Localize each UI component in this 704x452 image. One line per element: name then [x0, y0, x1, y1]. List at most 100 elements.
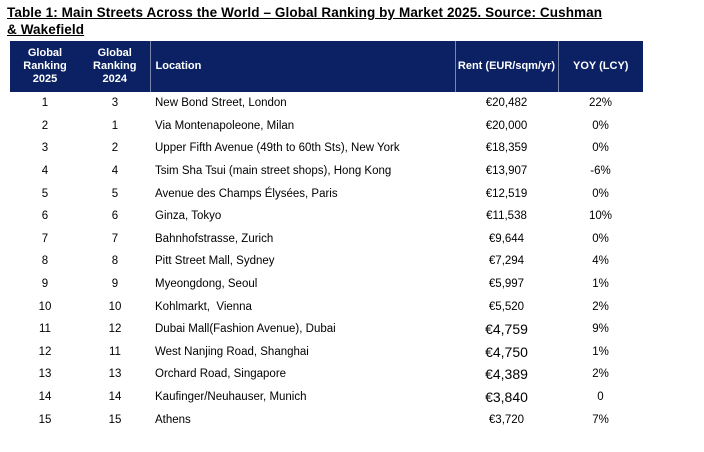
location-cell: New Bond Street, London [155, 97, 287, 110]
location-cell: Avenue des Champs Élysées, Paris [155, 187, 338, 200]
table-row: 15 15 Athens €3,720 7% [10, 408, 643, 431]
col-header-global-ranking-2024: Global Ranking 2024 [80, 41, 150, 92]
yoy-cell: 0% [592, 142, 609, 155]
table-row: 10 10 Kohlmarkt, Vienna €5,520 2% [10, 295, 643, 318]
rank-2025-cell: 2 [41, 119, 49, 132]
rank-2024-cell: 15 [108, 413, 122, 426]
rent-cell: €9,644 [488, 232, 525, 245]
col-header-yoy: YOY (LCY) [557, 41, 643, 92]
col-header-location: Location [149, 41, 455, 92]
location-cell: Pitt Street Mall, Sydney [155, 255, 275, 268]
table-title-line-2: & Wakefield [7, 21, 85, 37]
rank-2025-cell: 14 [38, 391, 52, 404]
location-cell: Orchard Road, Singapore [155, 368, 287, 381]
table-row: 7 7 Bahnhofstrasse, Zurich €9,644 0% [10, 228, 643, 251]
yoy-cell: 1% [592, 345, 609, 358]
col-header-rent: Rent (EUR/sqm/yr) [454, 41, 558, 92]
rank-2025-cell: 3 [41, 142, 49, 155]
location-cell: Bahnhofstrasse, Zurich [155, 232, 274, 245]
rent-cell: €5,997 [488, 278, 525, 291]
rank-2025-cell: 15 [38, 413, 52, 426]
rank-2025-cell: 11 [39, 323, 51, 336]
rent-cell: €20,482 [485, 97, 528, 110]
location-cell: Upper Fifth Avenue (49th to 60th Sts), N… [155, 142, 400, 155]
rent-cell: €4,759 [485, 321, 528, 338]
yoy-cell: 4% [592, 255, 609, 268]
table-row: 1 3 New Bond Street, London €20,482 22% [10, 92, 643, 115]
location-cell: Athens [155, 413, 191, 426]
yoy-cell: 9% [592, 323, 609, 336]
rent-cell: €4,750 [485, 343, 528, 360]
main-streets-ranking-table: Global Ranking 2025 Global Ranking 2024 … [10, 41, 643, 431]
rank-2024-cell: 14 [108, 391, 122, 404]
rent-cell: €7,294 [488, 255, 525, 268]
table-row: 12 11 West Nanjing Road, Shanghai €4,750… [10, 341, 643, 364]
table-row: 2 1 Via Montenapoleone, Milan €20,000 0% [10, 115, 643, 138]
rank-2024-cell: 10 [108, 300, 122, 313]
yoy-cell: 2% [592, 300, 609, 313]
rank-2025-cell: 8 [41, 255, 49, 268]
location-cell: Ginza, Tokyo [155, 210, 222, 223]
rank-2024-cell: 13 [108, 368, 122, 381]
yoy-cell: 0% [592, 187, 609, 200]
rank-2024-cell: 7 [111, 232, 119, 245]
rank-2024-cell: 12 [108, 323, 122, 336]
rent-cell: €20,000 [485, 119, 528, 132]
yoy-cell: 2% [592, 368, 609, 381]
rank-2025-cell: 7 [41, 232, 49, 245]
rent-cell: €4,389 [485, 366, 528, 383]
rank-2024-cell: 5 [111, 187, 119, 200]
rank-2025-cell: 4 [41, 165, 49, 178]
col-header-global-ranking-2025: Global Ranking 2025 [10, 41, 80, 92]
rank-2024-cell: 11 [109, 345, 121, 358]
rank-2024-cell: 2 [111, 142, 119, 155]
rank-2024-cell: 1 [111, 119, 119, 132]
yoy-cell: 1% [592, 278, 609, 291]
rank-2024-cell: 4 [111, 165, 119, 178]
table-row: 9 9 Myeongdong, Seoul €5,997 1% [10, 273, 643, 296]
rank-2024-cell: 8 [111, 255, 119, 268]
rank-2025-cell: 9 [41, 278, 49, 291]
rank-2024-cell: 3 [111, 97, 119, 110]
rank-2025-cell: 6 [41, 210, 49, 223]
location-cell: Myeongdong, Seoul [155, 278, 258, 291]
table-row: 11 12 Dubai Mall(Fashion Avenue), Dubai … [10, 318, 643, 341]
rank-2025-cell: 10 [38, 300, 52, 313]
rank-2025-cell: 12 [38, 345, 52, 358]
rent-cell: €13,907 [485, 165, 528, 178]
rent-cell: €18,359 [485, 142, 528, 155]
table-row: 14 14 Kaufinger/Neuhauser, Munich €3,840… [10, 386, 643, 409]
table-row: 8 8 Pitt Street Mall, Sydney €7,294 4% [10, 250, 643, 273]
rank-2024-cell: 6 [111, 210, 119, 223]
rent-cell: €11,538 [486, 210, 527, 223]
rank-2025-cell: 13 [38, 368, 52, 381]
yoy-cell: 0% [592, 232, 609, 245]
location-cell: Kohlmarkt, Vienna [155, 300, 252, 313]
location-cell: Tsim Sha Tsui (main street shops), Hong … [155, 165, 392, 178]
rank-2025-cell: 1 [41, 97, 49, 110]
rent-cell: €3,720 [488, 413, 525, 426]
page: Table 1: Main Streets Across the World –… [7, 5, 643, 431]
table-body: 1 3 New Bond Street, London €20,482 22% … [10, 92, 643, 431]
yoy-cell: -6% [590, 165, 611, 178]
location-cell: Kaufinger/Neuhauser, Munich [155, 391, 307, 404]
rent-cell: €3,840 [485, 389, 528, 406]
rank-2024-cell: 9 [111, 278, 119, 291]
location-cell: Via Montenapoleone, Milan [155, 119, 295, 132]
yoy-cell: 0 [597, 391, 604, 404]
rent-cell: €12,519 [485, 187, 528, 200]
yoy-cell: 0% [592, 119, 609, 132]
rank-2025-cell: 5 [41, 187, 49, 200]
table-row: 3 2 Upper Fifth Avenue (49th to 60th Sts… [10, 137, 643, 160]
table-header-row: Global Ranking 2025 Global Ranking 2024 … [10, 41, 643, 92]
table-row: 6 6 Ginza, Tokyo €11,538 10% [10, 205, 643, 228]
yoy-cell: 10% [588, 210, 613, 223]
rent-cell: €5,520 [488, 300, 525, 313]
table-row: 4 4 Tsim Sha Tsui (main street shops), H… [10, 160, 643, 183]
location-cell: Dubai Mall(Fashion Avenue), Dubai [155, 323, 336, 336]
table-title-line-1: Table 1: Main Streets Across the World –… [7, 5, 603, 20]
yoy-cell: 7% [592, 413, 609, 426]
table-row: 13 13 Orchard Road, Singapore €4,389 2% [10, 363, 643, 386]
yoy-cell: 22% [588, 97, 613, 110]
table-row: 5 5 Avenue des Champs Élysées, Paris €12… [10, 182, 643, 205]
